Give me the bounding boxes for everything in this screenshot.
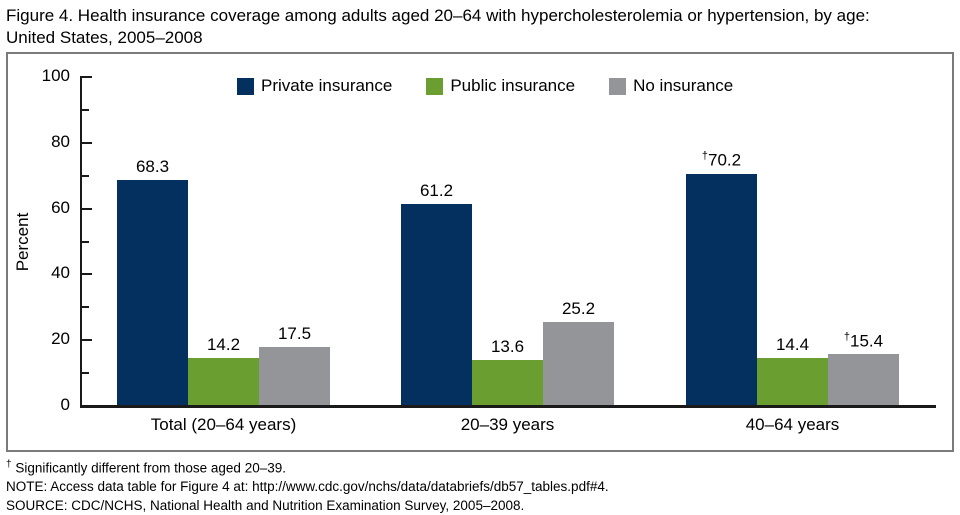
dagger-marker: †: [844, 331, 850, 343]
footnote-source: SOURCE: CDC/NCHS, National Health and Nu…: [6, 497, 609, 515]
y-axis-title: Percent: [13, 212, 33, 272]
y-tick-major: [82, 76, 92, 78]
figure-title: Figure 4. Health insurance coverage amon…: [6, 5, 954, 49]
bar-no-insurance: [259, 347, 330, 405]
x-axis-line: [80, 405, 936, 408]
y-tick-minor: [82, 241, 89, 243]
y-tick-major: [82, 405, 92, 407]
footnote-dagger: † Significantly different from those age…: [6, 456, 609, 478]
bar-no-insurance: [543, 322, 614, 405]
bar-value-label: 68.3: [97, 157, 208, 176]
y-tick-minor: [82, 109, 89, 111]
footnotes: † Significantly different from those age…: [6, 456, 609, 515]
y-tick-label: 60: [26, 199, 70, 217]
footnote-dagger-text: Significantly different from those aged …: [12, 461, 286, 476]
y-tick-label: 20: [26, 330, 70, 348]
y-tick-minor: [82, 372, 89, 374]
bar-no-insurance: [828, 354, 899, 405]
y-tick-minor: [82, 306, 89, 308]
chart-frame: Private insurance Public insurance No in…: [6, 52, 954, 452]
y-tick-major: [82, 339, 92, 341]
dagger-marker: †: [702, 150, 708, 162]
bar-value-label: 61.2: [381, 181, 492, 200]
bar-value-label: 17.5: [239, 324, 350, 343]
bar-public-insurance: [472, 360, 543, 405]
y-tick-major: [82, 273, 92, 275]
y-tick-label: 0: [26, 396, 70, 414]
x-category-label: 40–64 years: [673, 415, 913, 435]
bar-private-insurance: [686, 174, 757, 405]
y-tick-label: 80: [26, 133, 70, 151]
y-tick-label: 40: [26, 264, 70, 282]
bar-private-insurance: [117, 180, 188, 405]
y-tick-major: [82, 208, 92, 210]
x-category-label: Total (20–64 years): [104, 415, 344, 435]
footnote-note: NOTE: Access data table for Figure 4 at:…: [6, 478, 609, 497]
bar-public-insurance: [757, 358, 828, 405]
x-category-label: 20–39 years: [388, 415, 628, 435]
y-tick-label: 100: [26, 67, 70, 85]
bar-private-insurance: [401, 204, 472, 405]
bar-value-label: †15.4: [808, 328, 919, 351]
y-tick-minor: [82, 175, 89, 177]
y-tick-major: [82, 142, 92, 144]
bar-value-label: †70.2: [666, 147, 777, 170]
bar-value-label: 25.2: [523, 299, 634, 318]
bar-public-insurance: [188, 358, 259, 405]
